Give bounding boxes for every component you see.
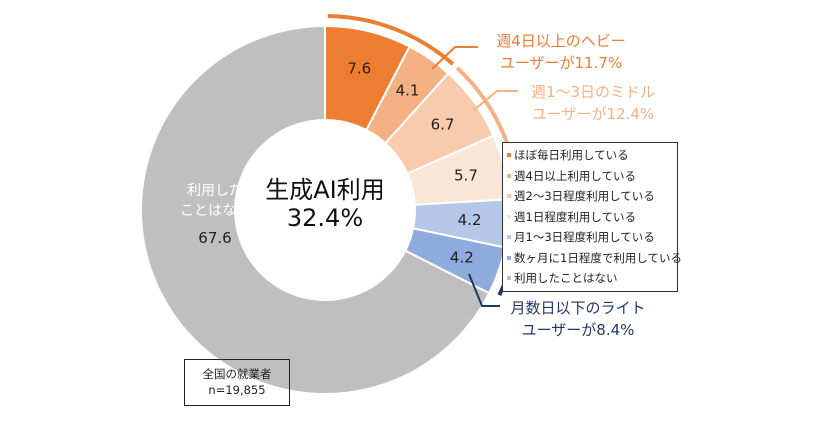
legend-item: 週1日程度利用している [507,207,677,228]
chart-legend: ほぼ毎日利用している 週4日以上利用している 週2～3日程度利用している 週1日… [502,142,682,292]
heavy-leader-line [431,46,478,70]
legend-item: ほぼ毎日利用している [507,145,677,166]
gray-slice-value: 67.6 [198,229,231,247]
slice-value-label: 7.6 [347,60,371,78]
donut-slice [140,24,491,395]
gray-slice-label-line2: ことはない [180,203,250,219]
legend-label: 週4日以上利用している [514,168,636,183]
middle-leader-line [473,90,518,111]
legend-item: 利用したことはない [507,268,677,289]
legend-label: ほぼ毎日利用している [514,148,629,163]
slice-value-label: 4.2 [450,248,474,266]
middle-annotation-line1: 週1～3日のミドル [531,83,655,101]
legend-item: 週2～3日程度利用している [507,186,677,207]
sample-note: 全国の就業者 n=19,855 [184,359,290,406]
center-title: 生成AI利用 [265,176,385,204]
slice-value-label: 4.2 [458,211,482,229]
center-value: 32.4% [287,204,363,232]
gray-slice-label-line1: 利用した [187,183,243,199]
legend-swatch [507,214,511,219]
donut-slices [140,24,510,395]
light-leader-line [468,273,500,307]
legend-swatch [507,276,511,281]
light-annotation-line1: 月数日以下のライト [510,299,645,317]
legend-label: 数ヶ月に1日程度で利用している [514,250,682,265]
legend-item: 週4日以上利用している [507,166,677,187]
heavy-annotation-line2: ユーザーが11.7% [500,54,622,72]
legend-item: 月1～3日程度利用している [507,227,677,248]
note-sample-size: n=19,855 [208,383,266,397]
legend-label: 月1～3日程度利用している [514,230,655,245]
legend-swatch [507,173,511,178]
legend-item: 数ヶ月に1日程度で利用している [507,248,682,269]
legend-label: 利用したことはない [514,271,618,286]
slice-value-label: 6.7 [431,116,455,134]
slice-value-label: 4.1 [396,81,420,99]
legend-swatch [507,255,511,260]
legend-label: 週2～3日程度利用している [514,189,655,204]
legend-label: 週1日程度利用している [514,209,636,224]
group-bracket-arc [327,14,455,66]
legend-swatch [507,194,511,199]
note-population: 全国の就業者 [202,367,272,381]
middle-annotation-line2: ユーザーが12.4% [532,105,654,123]
light-annotation-line2: ユーザーが8.4% [522,321,635,339]
heavy-annotation-line1: 週4日以上のヘビー [496,32,626,50]
legend-swatch [507,235,511,240]
slice-value-label: 5.7 [454,166,478,184]
slice-labels: 7.6 4.1 6.7 5.7 4.2 4.2 [347,60,481,267]
legend-swatch [507,153,511,158]
